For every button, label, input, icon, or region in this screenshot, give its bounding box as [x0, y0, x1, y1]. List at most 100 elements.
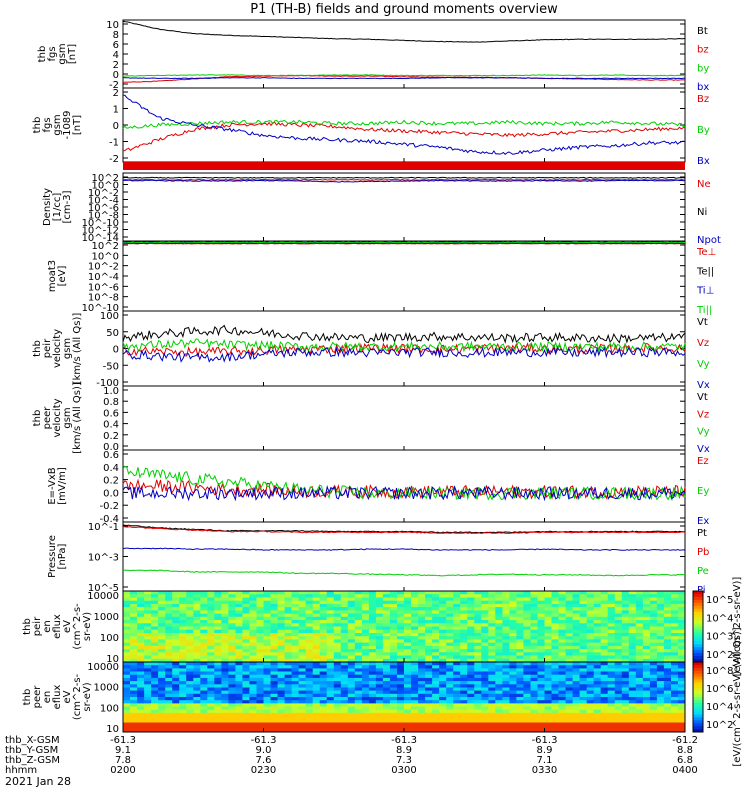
heatmap-cell — [207, 629, 215, 634]
heatmap-cell — [319, 603, 328, 608]
heatmap-cell — [502, 616, 510, 621]
heatmap-cell — [284, 719, 293, 723]
heatmap-cell — [474, 649, 482, 653]
heatmap-cell — [614, 645, 623, 650]
heatmap-cell — [333, 693, 342, 698]
heatmap-cell — [165, 665, 173, 669]
heatmap-cell — [312, 665, 321, 669]
heatmap-cell — [326, 687, 335, 692]
heatmap-cell — [242, 684, 250, 688]
heatmap-cell — [347, 591, 356, 595]
heatmap-cell — [523, 613, 531, 618]
heatmap-cell — [530, 662, 538, 666]
heatmap-cell — [656, 649, 665, 653]
heatmap-cell — [172, 616, 180, 621]
heatmap-cell — [158, 703, 166, 708]
heatmap-cell — [186, 600, 194, 605]
heatmap-cell — [382, 693, 391, 698]
legend-bz: bz — [697, 45, 709, 56]
heatmap-cell — [656, 603, 665, 608]
heatmap-cell — [284, 687, 293, 692]
heatmap-cell — [319, 642, 328, 647]
heatmap-cell — [200, 668, 208, 673]
heatmap-cell — [474, 665, 482, 669]
heatmap-cell — [305, 603, 314, 608]
heatmap-cell — [432, 623, 440, 627]
y-tick-label: 0.2 — [103, 431, 119, 442]
heatmap-cell — [649, 600, 658, 605]
heatmap-cell — [642, 591, 651, 595]
heatmap-cell — [579, 623, 588, 627]
legend-Ne: Ne — [697, 179, 711, 190]
heatmap-cell — [319, 681, 328, 685]
heatmap-cell — [656, 652, 665, 656]
heatmap-cell — [488, 665, 496, 669]
heatmap-cell — [312, 712, 321, 717]
heatmap-cell — [558, 642, 566, 647]
heatmap-cell — [144, 728, 152, 733]
heatmap-cell — [586, 607, 595, 611]
heatmap-cell — [488, 597, 496, 602]
heatmap-cell — [439, 633, 447, 637]
heatmap-cell — [516, 639, 524, 644]
heatmap-cell — [179, 655, 187, 660]
heatmap-cell — [361, 693, 370, 698]
heatmap-cell — [326, 668, 335, 673]
heatmap-cell — [649, 709, 658, 714]
y-axis-label: Pressure [nPa] — [47, 535, 68, 578]
heatmap-cell — [151, 706, 159, 711]
heatmap-cell — [439, 700, 447, 704]
heatmap-cell — [284, 594, 293, 598]
heatmap-cell — [593, 668, 602, 673]
heatmap-cell — [368, 655, 377, 660]
heatmap-cell — [649, 591, 658, 595]
heatmap-cell — [516, 629, 524, 634]
heatmap-cell — [432, 603, 440, 608]
heatmap-cell — [523, 671, 531, 676]
heatmap-cell — [516, 603, 524, 608]
heatmap-cell — [495, 626, 503, 631]
heatmap-cell — [635, 636, 644, 640]
y-tick-label: 10^-10 — [82, 218, 119, 229]
heatmap-cell — [347, 613, 356, 618]
heatmap-cell — [179, 639, 187, 644]
heatmap-cell — [277, 706, 286, 711]
heatmap-cell — [298, 719, 307, 723]
heatmap-cell — [453, 677, 461, 682]
heatmap-cell — [333, 700, 342, 704]
heatmap-cell — [277, 684, 286, 688]
heatmap-cell — [263, 600, 271, 605]
heatmap-cell — [663, 639, 672, 644]
heatmap-cell — [354, 613, 363, 618]
heatmap-cell — [263, 613, 271, 618]
heatmap-cell — [404, 629, 412, 634]
heatmap-cell — [586, 706, 595, 711]
heatmap-cell — [635, 600, 644, 605]
heatmap-cell — [333, 706, 342, 711]
heatmap-cell — [207, 591, 215, 595]
heatmap-cell — [354, 706, 363, 711]
heatmap-cell — [502, 684, 510, 688]
heatmap-cell — [242, 597, 250, 602]
heatmap-cell — [579, 633, 588, 637]
heatmap-cell — [579, 626, 588, 631]
heatmap-cell — [467, 613, 475, 618]
heatmap-cell — [186, 728, 194, 733]
heatmap-cell — [270, 636, 278, 640]
heatmap-cell — [298, 703, 307, 708]
heatmap-cell — [572, 665, 581, 669]
heatmap-cell — [635, 645, 644, 650]
heatmap-cell — [228, 700, 236, 704]
heatmap-cell — [432, 662, 440, 666]
heatmap-cell — [565, 690, 574, 695]
heatmap-cell — [235, 665, 243, 669]
heatmap-cell — [678, 700, 686, 704]
heatmap-cell — [326, 629, 335, 634]
heatmap-cell — [453, 633, 461, 637]
heatmap-cell — [228, 649, 236, 653]
heatmap-cell — [474, 626, 482, 631]
heatmap-cell — [544, 725, 552, 730]
heatmap-cell — [460, 623, 468, 627]
heatmap-cell — [558, 693, 566, 698]
heatmap-cell — [502, 613, 510, 618]
